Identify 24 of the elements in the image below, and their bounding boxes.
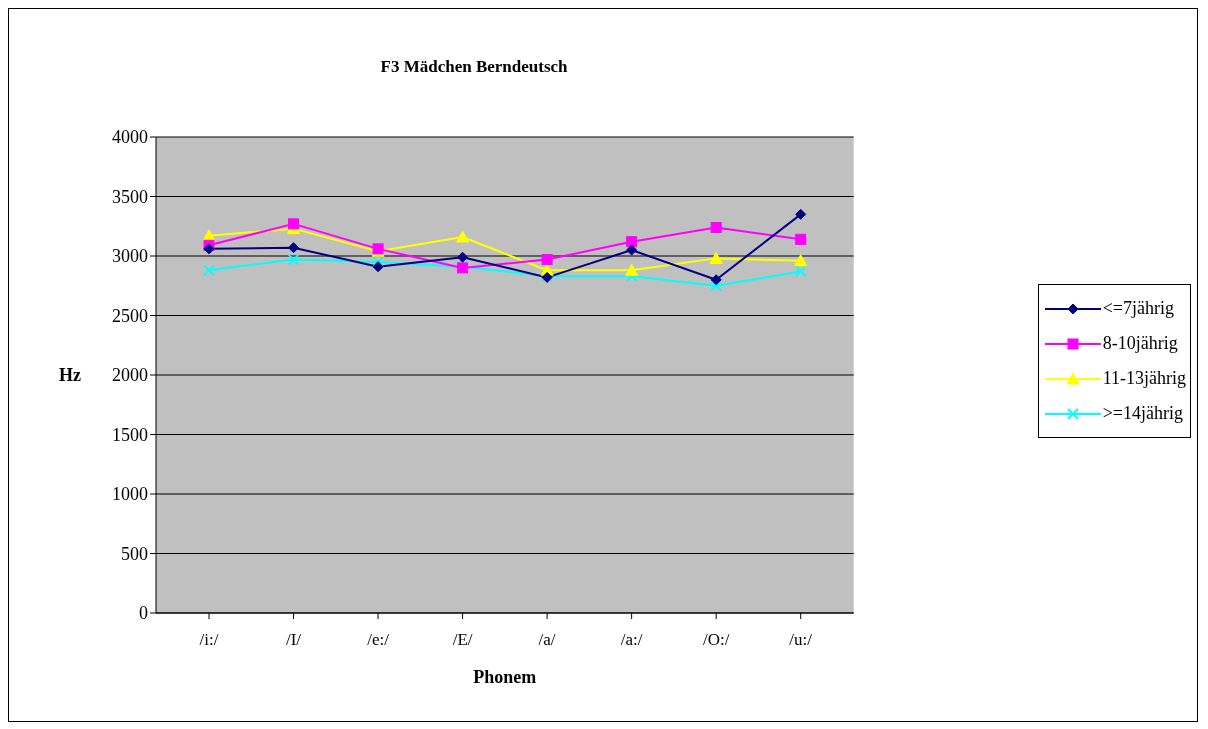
legend-label: 11-13jährig [1102,368,1186,389]
x-axis-title: Phonem [473,667,537,687]
y-tick-label: 3000 [112,246,148,267]
x-tick-label: /u:/ [789,630,813,650]
y-tick-label: 4000 [112,127,148,148]
y-tick-label: 1500 [112,424,148,445]
y-tick-label: 500 [121,543,148,564]
y-tick-label: 0 [139,603,148,624]
y-tick-label: 2000 [112,365,148,386]
x-tick-label: /I/ [285,630,302,650]
y-tick-label: 3500 [112,186,148,207]
y-axis-title: Hz [59,365,81,386]
x-tick-label: /O:/ [702,630,730,650]
legend-label: <=7jährig [1102,298,1174,319]
y-tick-label: 2500 [112,305,148,326]
x-tick-label: /a/ [538,630,556,650]
x-tick-label: /i:/ [199,630,219,650]
legend-label: >=14jährig [1102,403,1183,424]
x-tick-label: /E/ [452,630,473,650]
legend-label: 8-10jährig [1102,333,1178,354]
x-tick-label: /a:/ [620,630,643,650]
chart-title: F3 Mädchen Berndeutsch [379,57,569,77]
y-tick-label: 1000 [112,484,148,505]
x-tick-label: /e:/ [367,630,390,650]
